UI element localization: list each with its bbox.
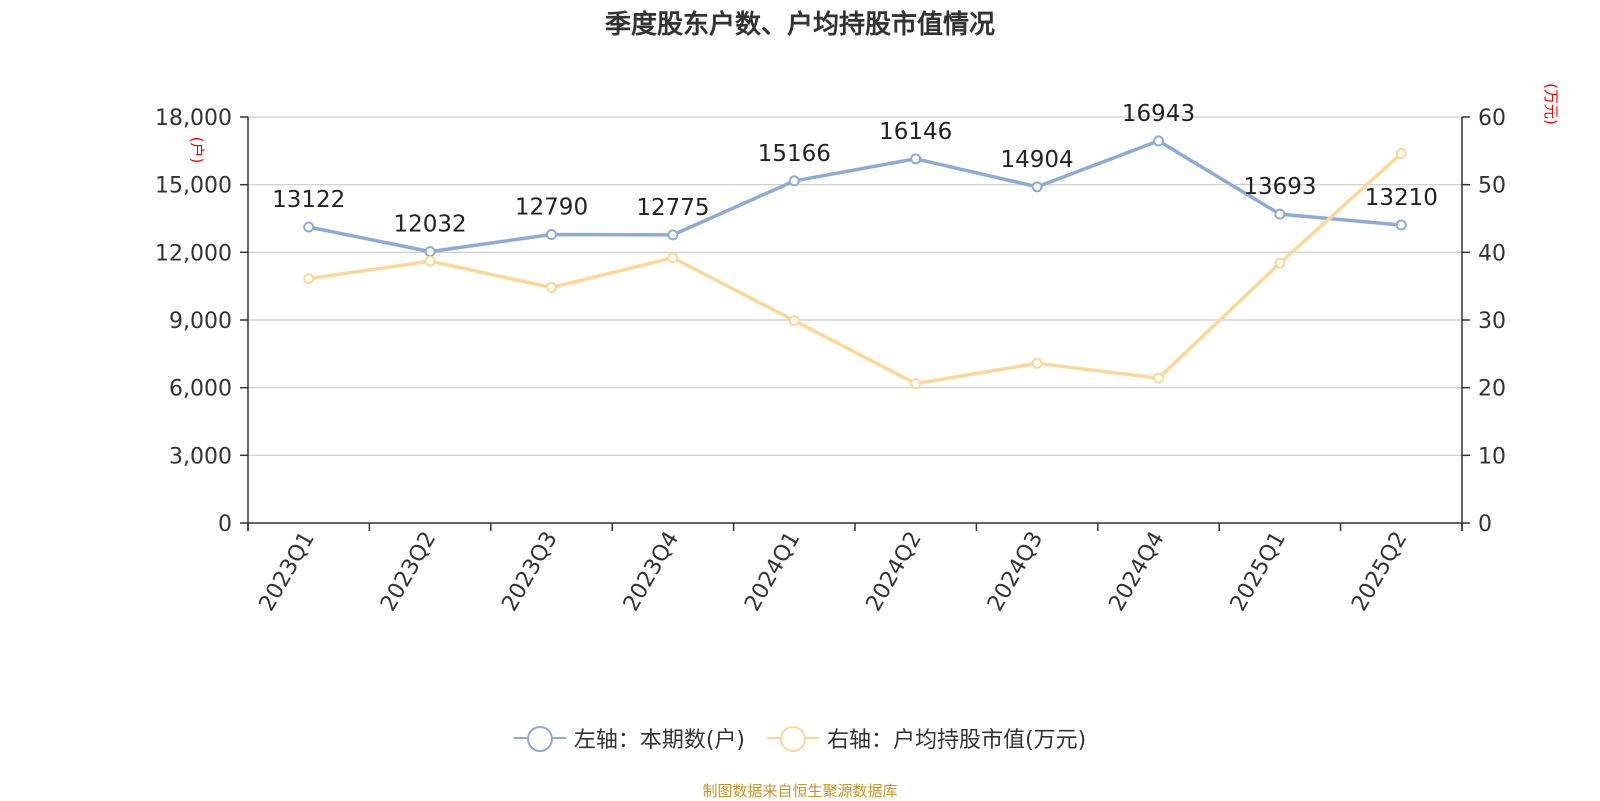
right-tick-label: 40 (1478, 241, 1506, 266)
right-tick-label: 50 (1478, 174, 1506, 199)
data-point (667, 252, 679, 264)
data-point (1153, 372, 1164, 384)
data-label: 13693 (1243, 174, 1316, 200)
data-label: 16943 (1122, 101, 1195, 127)
x-tick-label: 2024Q1 (740, 528, 805, 616)
x-tick-label: 2023Q3 (497, 528, 562, 616)
left-tick-label: 18,000 (155, 106, 232, 131)
right-axis-unit: (万元) (1542, 83, 1560, 125)
data-label: 15166 (758, 141, 831, 167)
data-point (667, 229, 679, 241)
source-note: 制图数据来自恒生聚源数据库 (702, 782, 898, 800)
data-point (788, 175, 800, 187)
data-point (424, 246, 436, 258)
left-tick-label: 3,000 (169, 444, 232, 469)
x-tick-label: 2024Q4 (1104, 528, 1169, 616)
data-label: 14904 (1001, 147, 1074, 173)
data-point (1274, 208, 1286, 220)
legend-label-households: 左轴：本期数(户) (573, 728, 745, 753)
label-layer: 13122 12032 12790 12775 15166 16146 14904 16943… (272, 101, 1438, 238)
data-point (546, 229, 557, 241)
data-point (303, 273, 315, 285)
left-tick-label: 15,000 (155, 174, 232, 199)
data-label: 16146 (879, 119, 952, 145)
left-axis-unit: (户) (188, 137, 206, 164)
data-point (788, 315, 800, 327)
x-tick-label: 2024Q3 (983, 528, 1048, 616)
x-tick-label: 2023Q4 (619, 528, 684, 616)
legend-swatch-households (513, 726, 566, 752)
x-tick-label: 2023Q2 (376, 528, 441, 616)
data-point (910, 378, 922, 390)
right-tick-label: 10 (1478, 444, 1506, 469)
grid-layer (248, 116, 1462, 456)
data-label: 12032 (394, 212, 467, 238)
data-label: 13122 (272, 187, 345, 213)
right-tick-label: 30 (1478, 309, 1506, 334)
chart-title: 季度股东户数、户均持股市值情况 (604, 10, 995, 40)
data-point (1031, 357, 1043, 369)
data-point (1274, 257, 1286, 269)
x-tick-label: 2024Q2 (862, 528, 927, 616)
left-tick-label: 6,000 (169, 377, 232, 402)
left-tick-label: 0 (218, 512, 232, 537)
legend-item-avg-value[interactable]: 右轴：户均持股市值(万元) (767, 722, 1086, 754)
x-tick-label: 2023Q1 (255, 528, 320, 616)
axis-layer: 0 3,000 6,000 9,000 12,000 15,000 18,000 0 10 20 3… (155, 83, 1560, 615)
data-point (1395, 219, 1407, 231)
x-tick-label: 2025Q1 (1226, 528, 1291, 616)
data-label: 12775 (636, 195, 709, 221)
data-point (910, 153, 922, 165)
legend-label-avg-value: 右轴：户均持股市值(万元) (827, 728, 1087, 753)
data-point (303, 221, 315, 233)
right-tick-label: 20 (1478, 377, 1506, 402)
series-line-1 (308, 152, 1403, 386)
left-tick-label: 12,000 (155, 241, 232, 266)
data-point (1395, 148, 1407, 160)
right-tick-label: 0 (1478, 512, 1492, 537)
legend: 左轴：本期数(户) 右轴：户均持股市值(万元) (0, 722, 1600, 754)
data-point (424, 255, 436, 267)
left-tick-label: 9,000 (169, 309, 232, 334)
data-point (1153, 135, 1164, 147)
series-line-0 (308, 139, 1402, 254)
legend-swatch-avg-value (767, 726, 819, 752)
data-point (1031, 181, 1043, 193)
right-tick-label: 60 (1478, 106, 1506, 131)
data-label: 12790 (515, 195, 588, 221)
data-point (546, 282, 557, 294)
data-label: 13210 (1365, 185, 1438, 211)
series-layer (303, 135, 1407, 390)
legend-item-households[interactable]: 左轴：本期数(户) (513, 722, 745, 754)
x-tick-label: 2025Q2 (1347, 528, 1412, 616)
